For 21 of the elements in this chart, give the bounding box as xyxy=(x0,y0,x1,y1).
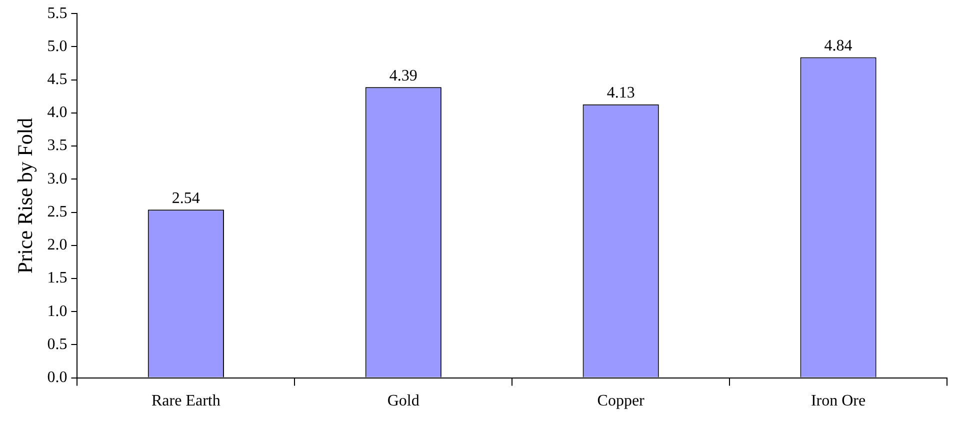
y-tick-label: 5.5 xyxy=(47,4,68,22)
y-tick-label: 2.5 xyxy=(47,203,68,220)
y-tick-label: 2.0 xyxy=(47,236,68,254)
y-axis-title: Price Rise by Fold xyxy=(13,117,38,274)
data-label: 4.39 xyxy=(389,67,418,84)
x-tick-label: Copper xyxy=(597,392,646,410)
data-label: 2.54 xyxy=(172,190,200,207)
data-label: 4.84 xyxy=(824,38,852,55)
data-label: 4.13 xyxy=(606,84,635,102)
x-tick-label: Iron Ore xyxy=(810,392,866,410)
y-tick-label: 0.0 xyxy=(47,369,68,386)
y-tick-label: 4.0 xyxy=(47,104,68,122)
y-tick-label: 3.5 xyxy=(47,137,68,154)
y-tick-label: 5.0 xyxy=(47,38,68,55)
y-tick-label: 0.5 xyxy=(47,336,68,353)
y-tick-label: 1.0 xyxy=(47,302,68,320)
y-tick-label: 3.0 xyxy=(47,170,68,188)
y-tick-label: 1.5 xyxy=(47,270,68,287)
y-tick-label: 4.5 xyxy=(47,71,68,88)
x-tick-label: Rare Earth xyxy=(151,392,220,410)
x-tick-label: Gold xyxy=(387,392,420,410)
